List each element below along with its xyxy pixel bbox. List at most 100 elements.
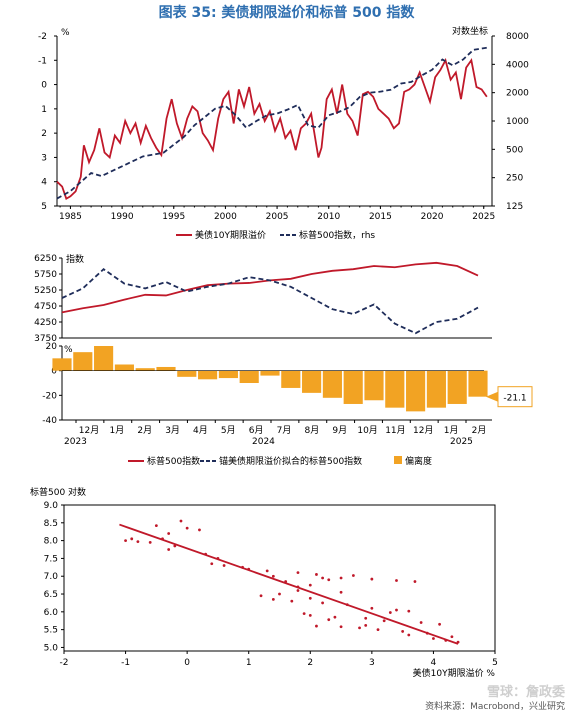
c4-y-tick-label: 6.0 [44, 608, 59, 618]
c3-deviation-bar [281, 370, 301, 388]
c3-deviation-bar [135, 368, 155, 371]
c3-callout-pointer [486, 391, 498, 402]
c3-deviation-bar [364, 370, 384, 401]
c4-scatter-point [358, 626, 361, 630]
c3-deviation-bar [239, 370, 259, 383]
c4-scatter-point [179, 519, 183, 523]
c4-scatter-point [370, 577, 374, 581]
c3-deviation-bar [406, 370, 426, 412]
c4-scatter-point [136, 540, 140, 544]
c4-scatter-point [167, 532, 171, 535]
c4-scatter-point [210, 562, 214, 566]
c3-left-tick-label: -20 [42, 391, 57, 401]
c3-deviation-bar [447, 370, 467, 404]
c1-legend-label-2: 标普500指数，rhs [299, 229, 375, 241]
c3-x-tick-label: 5月 [221, 425, 236, 436]
c3-deviation-bar [177, 370, 197, 377]
c3-deviation-bar [218, 370, 238, 379]
c3-x-tick-label: 12月 [79, 425, 99, 436]
c1-x-tick-label: 2000 [214, 212, 237, 222]
c4-scatter-point [154, 524, 158, 528]
c3-deviation-bar [260, 370, 280, 376]
c4-x-tick-label: -2 [60, 658, 69, 668]
c3-deviation-bar [343, 370, 363, 404]
c4-scatter-point [351, 574, 355, 577]
c4-y-tick-label: 9.0 [44, 501, 59, 511]
c1-right-tick-label: 125 [506, 202, 523, 212]
c4-scatter-point [333, 615, 337, 619]
c1-left-tick-label: -1 [38, 56, 47, 66]
c1-right-tick-label: 4000 [506, 60, 529, 70]
c3-x-tick-label: 7月 [277, 425, 292, 436]
c3-deviation-bar [322, 370, 342, 398]
c4-scatter-point [339, 576, 343, 580]
c3-x-tick-label: 1月 [444, 425, 459, 436]
c3-x-tick-label: 2月 [137, 425, 152, 436]
source-note: 资料来源：Macrobond，兴业研究 [425, 702, 565, 712]
c4-y-tick-label: 7.5 [44, 554, 58, 564]
c1-x-tick-label: 2010 [317, 212, 340, 222]
c4-y-tick-label: 5.5 [44, 626, 58, 636]
c3-x-tick-label: 1月 [109, 425, 124, 436]
c1-x-tick-label: 2005 [266, 212, 289, 222]
c3-x-tick-label: 6月 [249, 425, 264, 436]
c1-x-tick-label: 1995 [162, 212, 185, 222]
c4-scatter-point [407, 609, 411, 613]
c1-x-tick-label: 2020 [421, 212, 444, 222]
c3-left-tick-label: 0 [51, 367, 57, 377]
c3-deviation-bar [114, 364, 134, 371]
c4-scatter-point [419, 621, 423, 624]
c4-scatter-point [290, 599, 294, 603]
c4-scatter-point [376, 628, 380, 632]
c1-right-tick-label: 500 [506, 145, 523, 155]
c4-scatter-point [296, 571, 300, 575]
c4-scatter-point [327, 578, 331, 582]
c4-scatter-point [148, 540, 152, 544]
c4-scatter-point [315, 573, 318, 576]
c4-scatter-point [395, 579, 398, 582]
c4-scatter-point [222, 564, 226, 567]
c3-deviation-bar [426, 370, 446, 408]
c3-legend-label-3: 偏离度 [405, 455, 432, 467]
c4-scatter-point [308, 583, 312, 587]
c2-left-tick-label: 5250 [34, 286, 57, 296]
c3-left-unit: % [64, 345, 73, 355]
c4-scatter-point [302, 612, 306, 616]
c3-deviation-bar [198, 370, 218, 380]
c2-left-tick-label: 6250 [34, 254, 57, 264]
c1-left-unit: % [61, 28, 70, 38]
c4-x-tick-label: 5 [492, 658, 498, 668]
c3-left-tick-label: 20 [46, 342, 58, 352]
c4-x-tick-label: 3 [369, 658, 375, 668]
c4-scatter-point [339, 590, 343, 594]
c2-left-tick-label: 3750 [34, 334, 57, 344]
c4-scatter-point [438, 622, 441, 626]
c1-series-spx [56, 46, 487, 200]
c1-left-tick-label: 4 [41, 178, 47, 188]
c1-left-tick-label: 5 [41, 202, 47, 212]
c3-legend-label-1: 标普500指数 [147, 455, 200, 467]
c4-y-tick-label: 8.5 [44, 519, 58, 529]
c4-scatter-point [382, 619, 386, 623]
c1-series-term-premium [56, 57, 488, 201]
c4-y-tick-label: 8.0 [44, 537, 59, 547]
c4-x-tick-label: 0 [184, 658, 190, 668]
c3-legend-label-2: 锚美债期限溢价拟合的标普500指数 [219, 455, 362, 467]
c1-left-tick-label: 1 [41, 105, 47, 115]
c3-left-tick-label: -40 [42, 416, 57, 426]
c4-scatter-point [308, 596, 312, 600]
c4-scatter-point [278, 592, 281, 596]
c4-scatter-point [271, 597, 275, 601]
c3-deviation-bar [302, 370, 322, 393]
c4-scatter-point [315, 624, 318, 628]
c4-y-tick-label: 5.0 [44, 643, 59, 653]
c1-x-tick-label: 1990 [111, 212, 134, 222]
c4-scatter-point [364, 616, 368, 620]
c4-x-tick-label: -1 [121, 658, 130, 668]
c1-left-tick-label: 2 [41, 129, 47, 139]
c4-scatter-point [124, 539, 127, 543]
c4-scatter-point [327, 618, 331, 622]
c4-scatter-point [185, 526, 189, 530]
c3-x-tick-label: 3月 [165, 425, 180, 436]
